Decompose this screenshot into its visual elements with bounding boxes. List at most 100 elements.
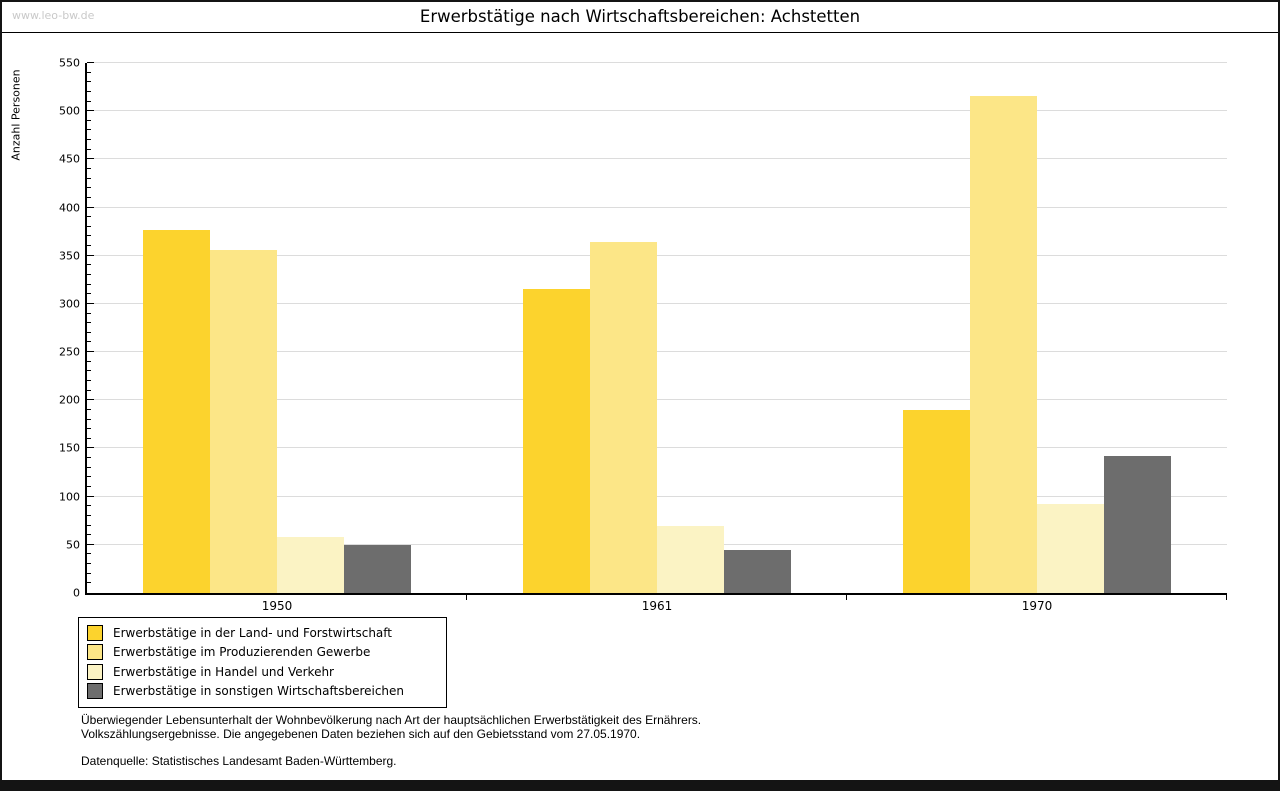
bar-1950-series2 <box>210 249 277 593</box>
y-minor-tick <box>87 437 91 439</box>
gridline-250 <box>87 351 1227 353</box>
y-minor-tick <box>87 312 91 314</box>
y-tick-label: 450 <box>59 152 80 166</box>
y-minor-tick <box>87 264 91 266</box>
y-minor-tick <box>87 129 91 131</box>
y-major-tick <box>87 302 94 304</box>
y-tick-label: 200 <box>59 393 80 407</box>
y-minor-tick <box>87 341 91 343</box>
y-minor-tick <box>87 534 91 536</box>
footer-note-line2: Volkszählungsergebnisse. Die angegebenen… <box>81 727 641 741</box>
y-minor-tick <box>87 380 91 381</box>
gridline-450 <box>87 158 1227 160</box>
legend-label: Erwerbstätige im Produzierenden Gewerbe <box>113 645 371 660</box>
bar-1961-series4 <box>724 549 791 593</box>
bar-1970-series3 <box>1037 504 1104 593</box>
y-minor-tick <box>87 360 91 362</box>
legend-swatch <box>87 683 103 700</box>
legend-item-2: Erwerbstätige im Produzierenden Gewerbe <box>87 643 438 663</box>
footer-notes: Überwiegender Lebensunterhalt der Wohnbe… <box>81 713 701 768</box>
y-minor-tick <box>87 235 91 237</box>
y-axis-title: Anzahl Personen <box>9 69 23 161</box>
gridline-200 <box>87 399 1227 401</box>
legend-swatch <box>87 663 103 680</box>
y-tick-label: 150 <box>59 441 80 455</box>
legend-item-1: Erwerbstätige in der Land- und Forstwirt… <box>87 623 438 643</box>
x-tick-label: 1950 <box>261 599 293 613</box>
y-minor-tick <box>87 428 91 430</box>
chart-title: Erwerbstätige nach Wirtschaftsbereichen:… <box>419 7 861 26</box>
y-minor-tick <box>87 139 91 141</box>
y-minor-tick <box>87 119 91 121</box>
y-minor-tick <box>87 331 91 333</box>
bar-1961-series3 <box>657 525 724 593</box>
site-watermark: www.leo-bw.de <box>12 9 95 22</box>
y-major-tick <box>87 495 94 497</box>
y-minor-tick <box>87 524 91 526</box>
y-minor-tick <box>87 90 91 92</box>
y-tick-label: 350 <box>59 249 80 263</box>
y-minor-tick <box>87 148 91 150</box>
bar-1961-series1 <box>523 288 590 593</box>
x-tick-label: 1961 <box>641 599 673 613</box>
y-minor-tick <box>87 225 91 227</box>
gridline-150 <box>87 447 1227 449</box>
y-major-tick <box>87 62 94 63</box>
bar-1950-series4 <box>344 544 411 593</box>
y-tick-label: 550 <box>59 56 80 70</box>
y-minor-tick <box>87 168 91 169</box>
y-minor-tick <box>87 274 91 275</box>
gridline-550 <box>87 62 1227 63</box>
x-boundary-tick <box>1226 595 1227 600</box>
y-major-tick <box>87 399 94 401</box>
bar-1970-series1 <box>903 409 970 593</box>
y-minor-tick <box>87 245 91 247</box>
legend-item-3: Erwerbstätige in Handel und Verkehr <box>87 662 438 682</box>
y-major-tick <box>87 254 94 256</box>
y-minor-tick <box>87 71 91 73</box>
y-minor-tick <box>87 486 91 487</box>
legend-label: Erwerbstätige in der Land- und Forstwirt… <box>113 625 392 640</box>
legend-item-4: Erwerbstätige in sonstigen Wirtschaftsbe… <box>87 682 438 702</box>
legend-label: Erwerbstätige in Handel und Verkehr <box>113 664 334 679</box>
y-major-tick <box>87 351 94 353</box>
gridline-500 <box>87 110 1227 112</box>
y-tick-label: 400 <box>59 201 80 215</box>
y-tick-label: 250 <box>59 345 80 359</box>
plot-area: 0 50 100 150 200 250 300 350 400 450 500 550 1950 196… <box>59 57 1227 613</box>
bar-1970-series2 <box>970 95 1037 593</box>
y-minor-tick <box>87 514 91 516</box>
y-minor-tick <box>87 572 91 574</box>
y-major-tick <box>87 110 94 112</box>
gridline-350 <box>87 254 1227 256</box>
y-major-tick <box>87 158 94 160</box>
legend-swatch <box>87 644 103 661</box>
x-boundary-tick <box>466 595 467 600</box>
bar-1970-series4 <box>1104 456 1171 593</box>
y-minor-tick <box>87 582 91 584</box>
y-major-tick <box>87 447 94 449</box>
legend-swatch <box>87 624 103 641</box>
y-minor-tick <box>87 216 91 218</box>
y-tick-label: 300 <box>59 297 80 311</box>
y-minor-tick <box>87 81 91 83</box>
bar-1950-series3 <box>277 537 344 593</box>
legend-label: Erwerbstätige in sonstigen Wirtschaftsbe… <box>113 684 405 699</box>
footer-note-line1: Überwiegender Lebensunterhalt der Wohnbe… <box>81 713 702 727</box>
y-minor-tick <box>87 418 91 420</box>
y-tick-label: 0 <box>73 586 80 600</box>
y-tick-label: 500 <box>59 104 80 118</box>
y-major-tick <box>87 206 94 208</box>
y-minor-tick <box>87 476 91 478</box>
y-minor-tick <box>87 177 91 179</box>
y-minor-tick <box>87 187 91 189</box>
bar-1950-series1 <box>143 229 210 593</box>
y-major-tick <box>87 543 94 545</box>
gridline-400 <box>87 206 1227 208</box>
y-minor-tick <box>87 466 91 468</box>
y-minor-tick <box>87 370 91 372</box>
page-header: www.leo-bw.de Erwerbstätige nach Wirtsch… <box>2 2 1278 33</box>
bar-1961-series2 <box>590 242 657 593</box>
y-minor-tick <box>87 283 91 285</box>
